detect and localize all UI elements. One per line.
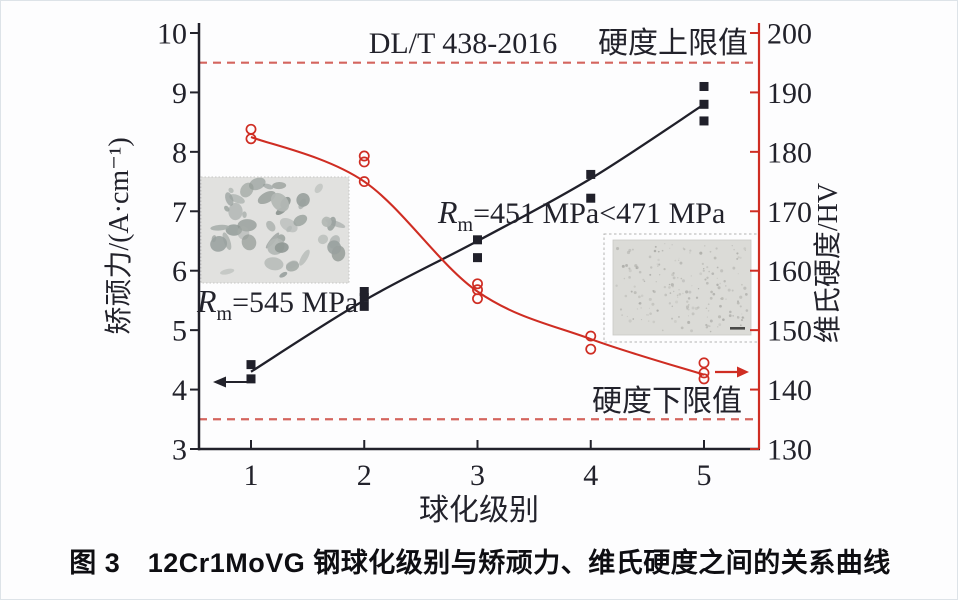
data-point-circle bbox=[472, 284, 483, 296]
left-tick-label: 7 bbox=[172, 196, 187, 229]
data-point-square bbox=[359, 301, 369, 311]
lower-limit-label: 硬度下限值 bbox=[592, 385, 742, 418]
left-tick-label: 4 bbox=[172, 374, 187, 407]
data-point-square bbox=[473, 235, 482, 245]
right-tick-label: 200 bbox=[767, 17, 812, 50]
data-point-circle bbox=[698, 367, 710, 379]
data-point-square bbox=[246, 374, 256, 384]
axis-pointer-arrows bbox=[213, 366, 749, 388]
data-point-circle bbox=[698, 373, 710, 385]
x-tick-label: 5 bbox=[697, 459, 712, 492]
right-axis-arrow bbox=[737, 366, 749, 378]
left-tick-label: 3 bbox=[172, 434, 187, 467]
right-tick-label: 140 bbox=[767, 374, 812, 407]
micrograph-inset-right bbox=[603, 233, 760, 343]
right-axis-title: 维氏硬度/HV bbox=[812, 183, 844, 343]
x-axis-title: 球化级别 bbox=[419, 494, 539, 527]
data-point-circle bbox=[358, 176, 370, 188]
right-tick-label: 150 bbox=[767, 315, 812, 348]
data-point-circle bbox=[698, 357, 710, 369]
data-point-square bbox=[586, 193, 596, 203]
left-axis: 3 4 5 6 7 8 9 10 矫顽力/(A·cm⁻¹) bbox=[103, 17, 201, 467]
data-point-circle bbox=[585, 330, 597, 342]
x-tick-label: 2 bbox=[357, 459, 372, 492]
right-tick-label: 190 bbox=[767, 77, 812, 110]
figure-caption: 图 3 12Cr1MoVG 钢球化级别与矫顽力、维氏硬度之间的关系曲线 bbox=[69, 548, 891, 578]
left-axis-title: 矫顽力/(A·cm⁻¹) bbox=[103, 137, 135, 334]
data-point-square bbox=[699, 99, 709, 109]
data-point-square bbox=[359, 292, 369, 302]
rm-545-annotation: Rm=545 MPa bbox=[196, 283, 358, 325]
data-point-circle bbox=[585, 343, 597, 355]
data-point-square bbox=[359, 287, 369, 297]
right-tick-label: 170 bbox=[767, 196, 812, 229]
right-tick-label: 130 bbox=[767, 434, 812, 467]
left-axis-arrow bbox=[213, 376, 226, 388]
left-tick-label: 9 bbox=[172, 77, 187, 110]
scale-bar bbox=[730, 327, 745, 330]
vickers-hardness-curve bbox=[250, 136, 705, 376]
data-point-square bbox=[473, 253, 482, 263]
x-tick-label: 1 bbox=[244, 459, 259, 492]
right-tick-label: 180 bbox=[767, 136, 812, 169]
vickers-hardness-points bbox=[245, 123, 710, 385]
rm-451-annotation: Rm=451 MPa<471 MPa bbox=[437, 194, 725, 236]
coercive-force-points bbox=[246, 81, 709, 384]
chart-area: DL/T 438-2016 硬度上限值硬度下限值 Rm=545 MPa Rm=451 … bbox=[1, 1, 957, 531]
standard-annotation: DL/T 438-2016 bbox=[369, 27, 558, 60]
micrograph-inset-left bbox=[200, 176, 350, 284]
x-tick-label: 3 bbox=[470, 459, 485, 492]
left-tick-label: 10 bbox=[157, 17, 187, 50]
data-point-circle bbox=[472, 293, 483, 305]
upper-limit-label: 硬度上限值 bbox=[598, 27, 748, 60]
right-tick-label: 160 bbox=[767, 255, 812, 288]
data-point-square bbox=[246, 360, 256, 370]
right-axis: 130 140 150 160 170 180 190 200 维氏硬度/HV bbox=[750, 17, 844, 467]
data-point-circle bbox=[472, 278, 483, 290]
x-axis: 1 2 3 4 5 球化级别 bbox=[198, 440, 760, 527]
x-tick-label: 4 bbox=[583, 459, 598, 492]
left-tick-label: 5 bbox=[172, 315, 187, 348]
data-point-square bbox=[586, 169, 596, 179]
data-point-circle bbox=[245, 123, 257, 135]
data-point-circle bbox=[358, 150, 370, 162]
data-point-square bbox=[699, 81, 709, 91]
left-tick-label: 8 bbox=[172, 136, 187, 169]
data-point-circle bbox=[358, 156, 370, 168]
data-point-square bbox=[699, 116, 709, 126]
hardness-limit-lines bbox=[199, 61, 759, 421]
left-tick-label: 6 bbox=[172, 255, 187, 288]
